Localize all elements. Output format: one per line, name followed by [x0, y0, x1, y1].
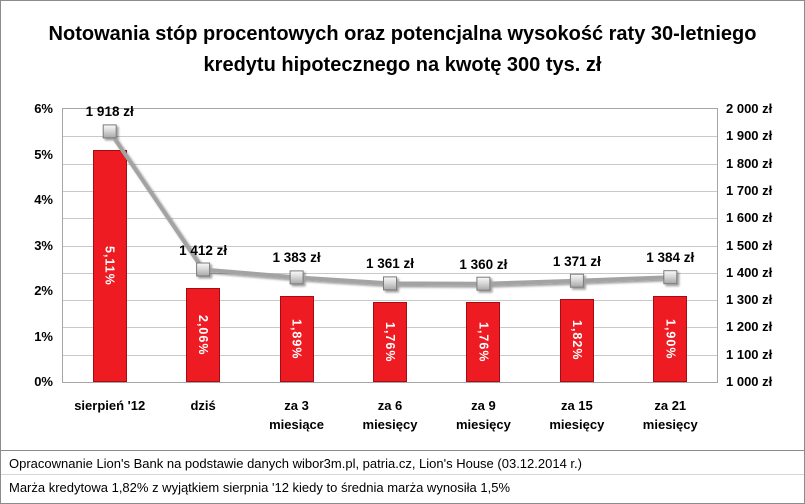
- footer: Opracownanie Lion's Bank na podstawie da…: [1, 450, 804, 499]
- category-label: dziś: [190, 398, 216, 413]
- rate-bar-value-label: 5,11%: [102, 245, 117, 286]
- left-axis-tick-label: 2%: [34, 283, 53, 298]
- payment-value-label: 1 918 zł: [85, 104, 134, 120]
- right-axis-tick-label: 1 500 zł: [726, 237, 773, 253]
- chart-title-line2: kredytu hipotecznego na kwotę 300 tys. z…: [203, 54, 602, 76]
- left-axis-tick-label: 0%: [34, 374, 53, 389]
- rate-bar-value-label: 1,90%: [663, 318, 678, 359]
- right-axis-tick-label: 1 200 zł: [726, 319, 773, 335]
- left-axis-tick-label: 3%: [34, 237, 53, 253]
- right-axis-tick-label: 1 400 zł: [726, 264, 773, 280]
- rate-bar-value-label: 1,76%: [476, 321, 491, 363]
- left-axis-tick-label: 5%: [34, 146, 53, 162]
- payment-value-label: 1 412 zł: [179, 242, 228, 258]
- rate-bar: 1,76%: [373, 301, 407, 382]
- right-axis-tick-label: 1 800 zł: [726, 155, 773, 171]
- rate-bar: 1,82%: [559, 299, 594, 382]
- right-axis-tick-label: 1 600 zł: [726, 210, 773, 226]
- footer-margin-note: Marża kredytowa 1,82% z wyjątkiem sierpn…: [9, 480, 511, 495]
- category-label: za 9 miesięcy: [455, 398, 511, 432]
- footer-source-note: Opracownanie Lion's Bank na podstawie da…: [1, 451, 804, 475]
- payment-line-marker: [476, 276, 491, 291]
- right-axis-tick-label: 1 900 zł: [726, 128, 773, 144]
- rate-bar: 1,76%: [466, 301, 501, 382]
- gridline: [63, 300, 717, 302]
- payment-value-label: 1 371 zł: [552, 253, 601, 269]
- category-label: sierpień '12: [74, 398, 146, 413]
- payment-line-marker: [196, 262, 211, 277]
- chart-title-line1: Notowania stóp procentowych oraz potencj…: [48, 23, 757, 45]
- right-axis-tick-label: 1 100 zł: [726, 346, 773, 362]
- rate-bar: 2,06%: [186, 288, 221, 382]
- plot-area: 1 000 zł 1 100 zł 1 200 zł 1 300 zł 1 400 zł…: [34, 101, 772, 432]
- right-axis-tick-label: 1 000 zł: [726, 374, 773, 389]
- category-label: za 21 miesięcy: [642, 398, 698, 432]
- gridline: [63, 163, 717, 165]
- right-axis-tick-label: 2 000 zł: [726, 101, 773, 116]
- gridline: [63, 190, 717, 192]
- left-axis-tick-label: 6%: [34, 101, 53, 116]
- rate-bar: 1,89%: [279, 296, 314, 382]
- chart-title: Notowania stóp procentowych oraz potencj…: [1, 19, 804, 81]
- right-axis-tick-label: 1 700 zł: [726, 182, 773, 198]
- payment-value-label: 1 360 zł: [459, 256, 508, 272]
- rate-bar-value-label: 1,82%: [569, 320, 584, 361]
- rate-bar-value-label: 1,76%: [383, 321, 397, 363]
- payment-value-label: 1 384 zł: [646, 250, 695, 266]
- rate-bar: 5,11%: [92, 149, 127, 382]
- category-label: za 3 miesiące: [269, 398, 325, 432]
- rate-bar-value-label: 2,06%: [196, 314, 211, 356]
- rate-bar: 1,90%: [653, 295, 688, 382]
- rate-bar-value-label: 1,89%: [289, 318, 304, 360]
- payment-line-marker: [569, 273, 584, 288]
- payment-value-label: 1 383 zł: [272, 250, 321, 266]
- right-axis-tick-label: 1 300 zł: [726, 292, 773, 308]
- gridline: [63, 136, 717, 138]
- left-axis-tick-label: 4%: [34, 192, 53, 207]
- left-axis-tick-label: 1%: [34, 328, 53, 344]
- category-label: za 15 miesięcy: [549, 398, 605, 432]
- category-label: za 6 miesięcy: [362, 398, 418, 432]
- gridline: [63, 218, 717, 220]
- gridline: [63, 272, 717, 274]
- payment-line-marker: [383, 276, 397, 291]
- payment-value-label: 1 361 zł: [365, 256, 415, 272]
